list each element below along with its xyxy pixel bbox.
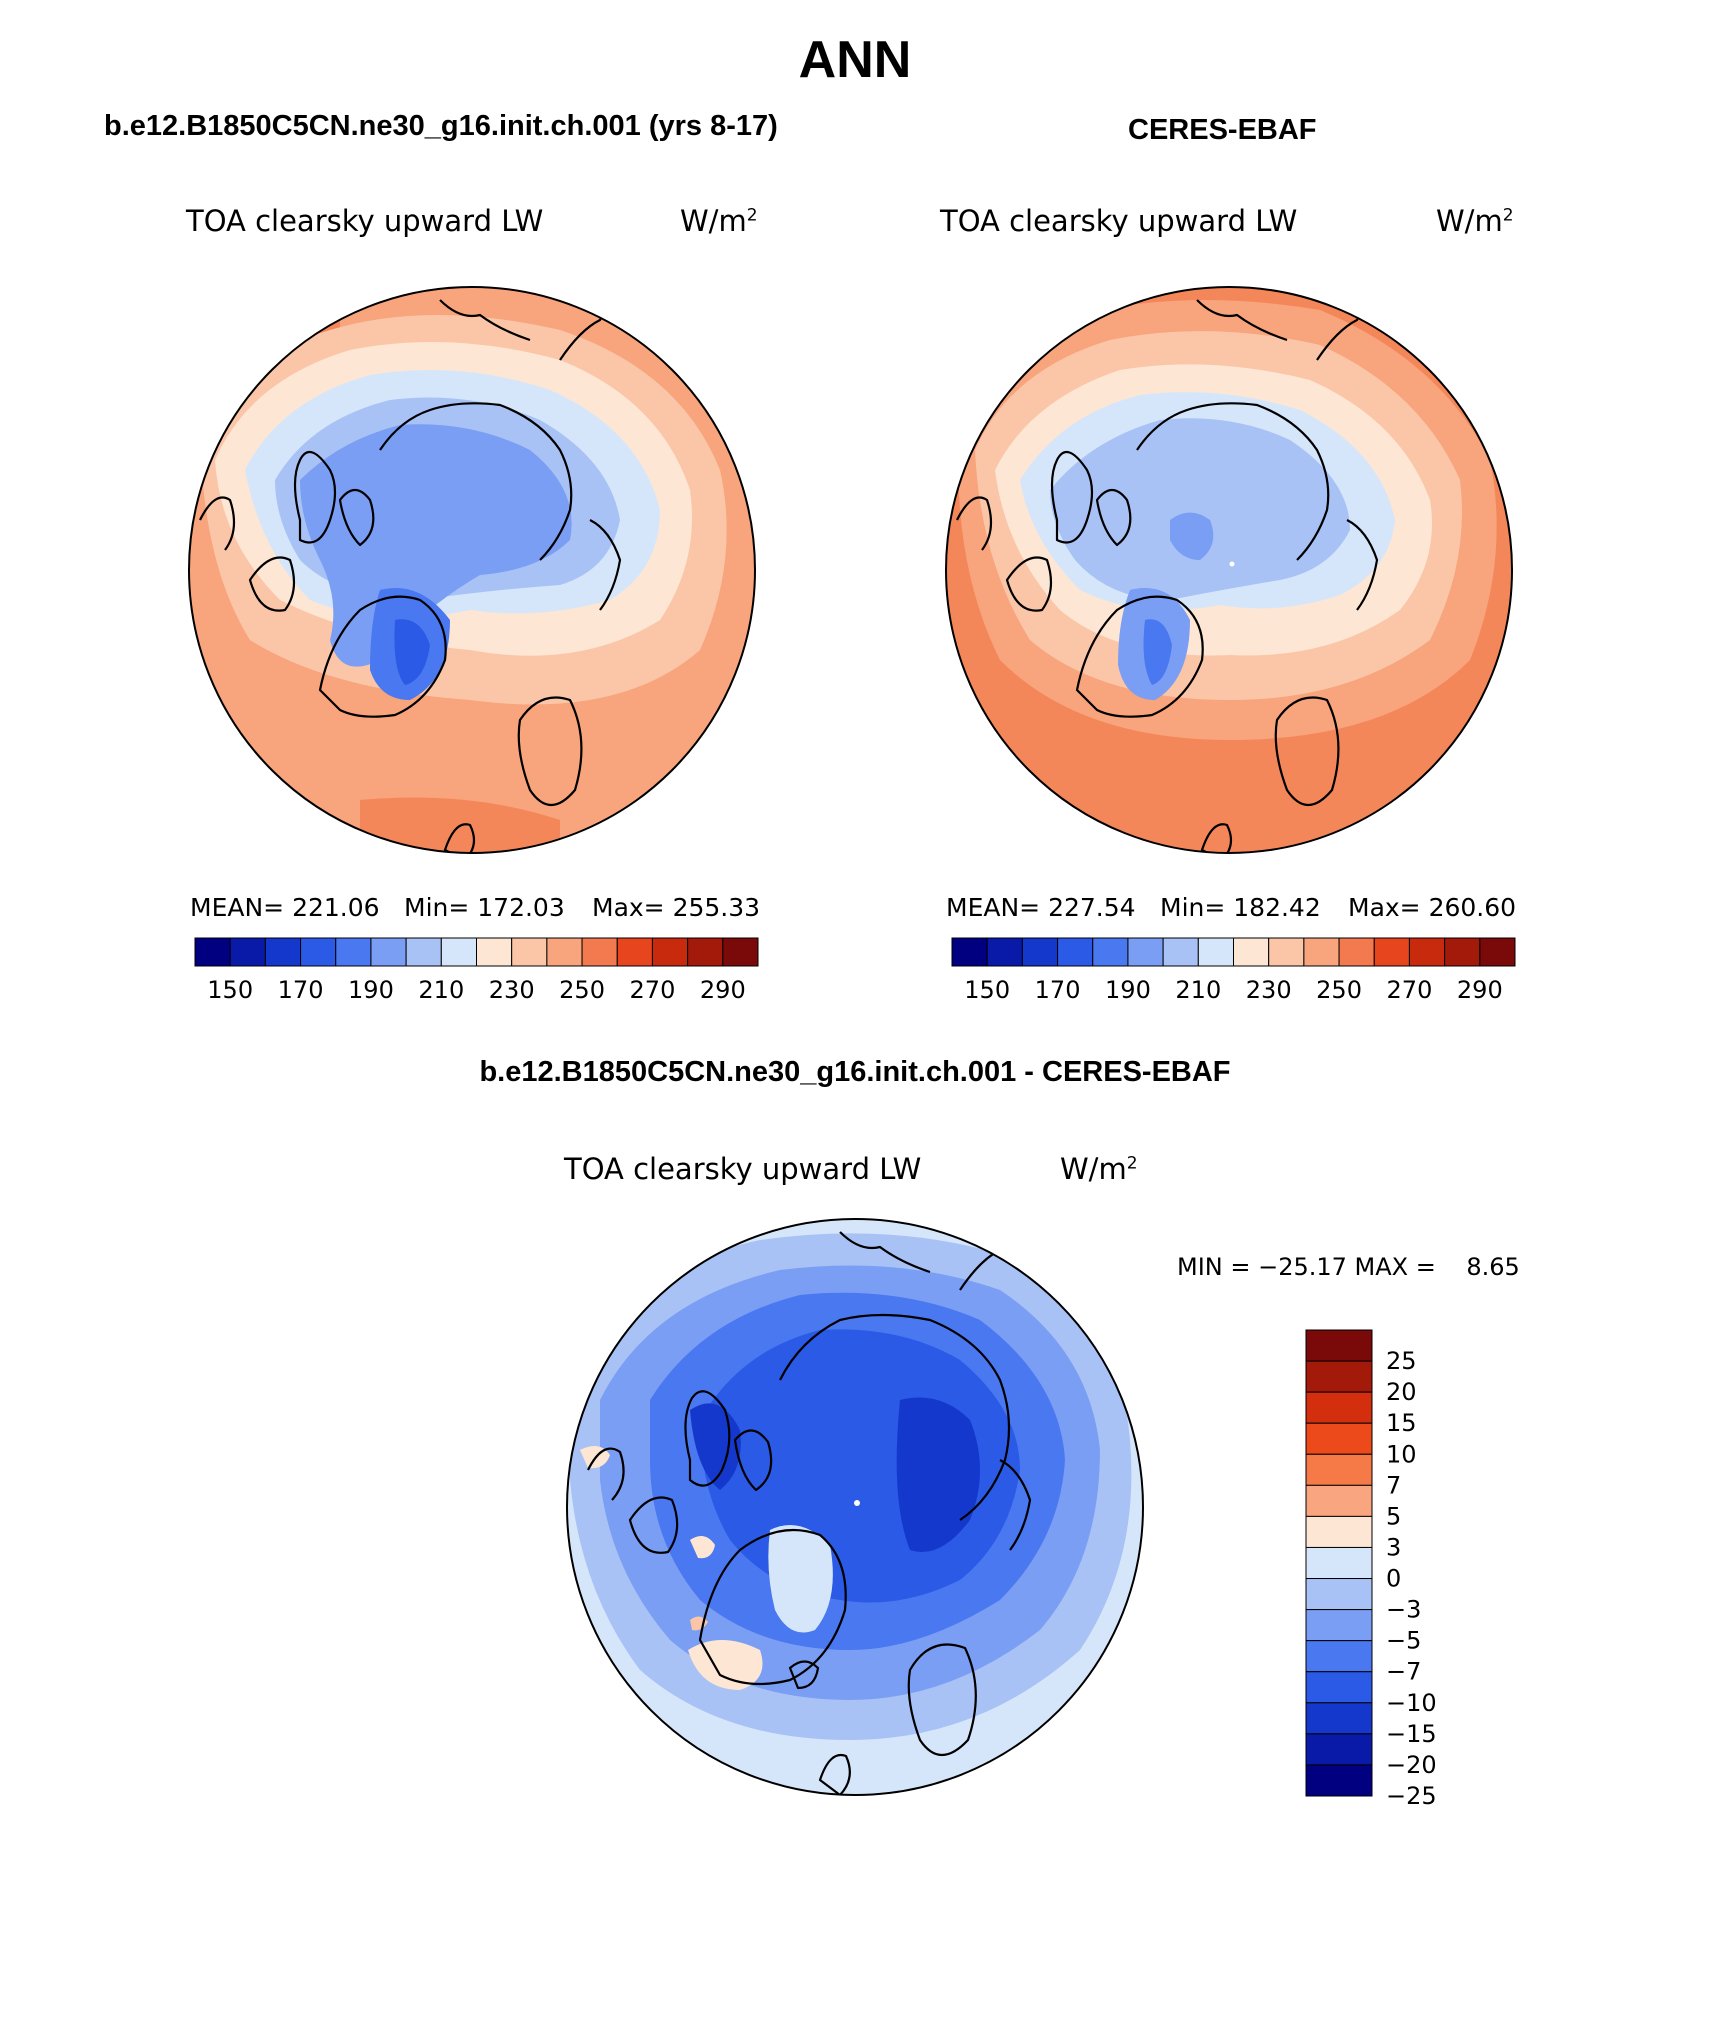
right-colorbar-box	[1233, 937, 1270, 967]
right-colorbar-tick-label: 150	[964, 976, 1010, 1004]
left-case-title: b.e12.B1850C5CN.ne30_g16.init.ch.001 (yr…	[104, 110, 778, 142]
right-mean-stat: MEAN= 227.54	[946, 893, 1136, 922]
right-colorbar-box	[1444, 937, 1481, 967]
left-units-label: W/m2	[680, 204, 758, 238]
diff-colorbar-box	[1305, 1360, 1373, 1393]
left-colorbar-box	[476, 937, 513, 967]
left-min-stat: Min= 172.03	[404, 893, 565, 922]
diff-colorbar-tick-label: −20	[1386, 1751, 1437, 1779]
right-colorbar-tick-label: 170	[1035, 976, 1081, 1004]
left-colorbar-tick-label: 250	[559, 976, 605, 1004]
right-max-stat: Max= 260.60	[1348, 893, 1517, 922]
diff-colorbar-box	[1305, 1329, 1373, 1362]
diff-colorbar-tick-label: −5	[1386, 1627, 1421, 1655]
diff-colorbar-tick-label: 0	[1386, 1565, 1401, 1593]
right-colorbar-box	[1303, 937, 1340, 967]
left-colorbar-box	[722, 937, 759, 967]
diff-colorbar-tick-label: 5	[1386, 1502, 1401, 1530]
left-colorbar-box	[264, 937, 302, 967]
left-colorbar-tick-label: 170	[278, 976, 324, 1004]
right-variable-label: TOA clearsky upward LW	[940, 204, 1298, 238]
diff-colorbar-tick-label: 15	[1386, 1409, 1417, 1437]
left-max-stat: Max= 255.33	[592, 893, 761, 922]
right-pole-marker	[1229, 561, 1235, 567]
right-colorbar-tick-label: 270	[1387, 976, 1433, 1004]
right-colorbar-box	[1057, 937, 1094, 967]
right-colorbar-tick-label: 250	[1316, 976, 1362, 1004]
right-units-label: W/m2	[1436, 204, 1514, 238]
diff-colorbar-box	[1305, 1671, 1373, 1704]
left-colorbar-box	[370, 937, 407, 967]
diff-colorbar-tick-label: −3	[1386, 1596, 1421, 1624]
left-colorbar-box	[581, 937, 618, 967]
left-colorbar-box	[546, 937, 583, 967]
left-variable-label: TOA clearsky upward LW	[186, 204, 544, 238]
diff-colorbar-tick-label: 7	[1386, 1471, 1401, 1499]
diff-colorbar-box	[1305, 1702, 1373, 1735]
diff-minmax-stat: MIN = −25.17 MAX = 8.65	[1177, 1253, 1520, 1281]
diff-colorbar-tick-label: −10	[1386, 1689, 1437, 1717]
right-map-fill	[946, 287, 1512, 853]
diff-colorbar-box	[1305, 1391, 1373, 1424]
left-colorbar-box	[511, 937, 548, 967]
diff-colorbar-tick-label: −15	[1386, 1720, 1437, 1748]
left-colorbar-box	[405, 937, 442, 967]
right-case-title: CERES-EBAF	[1128, 114, 1317, 146]
left-colorbar-box	[300, 937, 337, 967]
left-colorbar-tick-label: 150	[207, 976, 253, 1004]
diff-case-title: b.e12.B1850C5CN.ne30_g16.init.ch.001 - C…	[479, 1056, 1231, 1088]
left-colorbar-tick-label: 230	[489, 976, 535, 1004]
diff-colorbar-tick-label: 3	[1386, 1533, 1401, 1561]
diff-units-label: W/m2	[1060, 1152, 1138, 1186]
diff-colorbar-box	[1305, 1422, 1373, 1455]
right-colorbar-box	[1479, 937, 1516, 967]
right-colorbar-box	[1268, 937, 1305, 967]
left-map-fill	[189, 287, 755, 853]
right-colorbar-box	[986, 937, 1023, 967]
diff-variable-label: TOA clearsky upward LW	[564, 1152, 922, 1186]
left-mean-stat: MEAN= 221.06	[190, 893, 380, 922]
right-colorbar-tick-label: 210	[1175, 976, 1221, 1004]
right-colorbar-box	[1162, 937, 1199, 967]
left-colorbar-box	[229, 937, 266, 967]
diff-colorbar-box	[1305, 1515, 1373, 1548]
left-colorbar-tick-label: 210	[418, 976, 464, 1004]
right-colorbar-box	[1127, 937, 1164, 967]
diff-colorbar-tick-label: 10	[1386, 1440, 1417, 1468]
diff-colorbar-tick-label: 20	[1386, 1378, 1417, 1406]
diff-colorbar-tick-label: −25	[1386, 1782, 1437, 1810]
left-colorbar-tick-label: 190	[348, 976, 394, 1004]
right-colorbar-tick-label: 190	[1105, 976, 1151, 1004]
right-min-stat: Min= 182.42	[1160, 893, 1321, 922]
right-colorbar-tick-label: 230	[1246, 976, 1292, 1004]
diff-colorbar-box	[1305, 1546, 1373, 1580]
left-colorbar-box	[194, 937, 231, 967]
diff-colorbar-box	[1305, 1453, 1373, 1486]
figure-title: ANN	[798, 31, 912, 89]
left-colorbar-box	[335, 937, 372, 967]
diff-colorbar-box	[1305, 1609, 1373, 1642]
right-colorbar-tick-label: 290	[1457, 976, 1503, 1004]
left-colorbar-box	[440, 937, 477, 967]
left-colorbar-box	[651, 937, 689, 967]
diff-colorbar-box	[1305, 1764, 1373, 1797]
diff-colorbar-box	[1305, 1640, 1373, 1673]
diff-pole-marker	[854, 1500, 860, 1506]
left-colorbar-tick-label: 270	[630, 976, 676, 1004]
diff-colorbar-tick-label: 25	[1386, 1347, 1417, 1375]
diff-colorbar-box	[1305, 1733, 1373, 1766]
diff-colorbar-tick-label: −7	[1386, 1658, 1421, 1686]
diff-map-fill	[567, 1219, 1143, 1795]
right-colorbar-box	[1338, 937, 1375, 967]
diff-colorbar-box	[1305, 1484, 1373, 1517]
diff-colorbar-box	[1305, 1578, 1373, 1611]
left-colorbar-tick-label: 290	[700, 976, 746, 1004]
